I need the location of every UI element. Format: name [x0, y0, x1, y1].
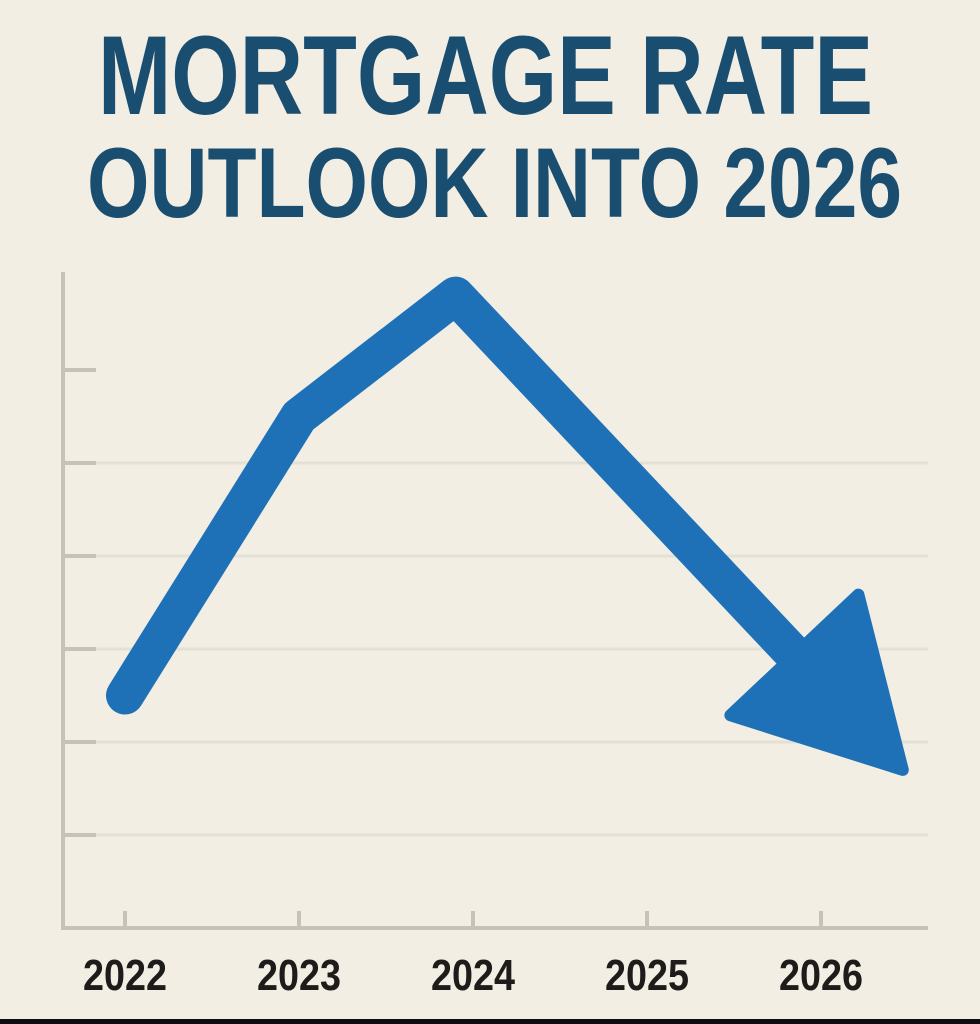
- title-line-2: OUTLOOK INTO 2026: [87, 127, 902, 238]
- arrowhead-icon: [724, 588, 909, 776]
- x-axis-labels: 2022 2023 2024 2025 2026: [83, 951, 863, 1000]
- x-axis-label-2024: 2024: [431, 951, 515, 1000]
- x-axis-label-2025: 2025: [605, 951, 689, 1000]
- x-axis-label-2022: 2022: [83, 951, 167, 1000]
- y-axis-ticks: [63, 368, 96, 837]
- axes: [61, 272, 928, 930]
- title-line-1: MORTGAGE RATE: [98, 13, 873, 138]
- chart-title: MORTGAGE RATE OUTLOOK INTO 2026: [87, 13, 902, 238]
- x-axis-label-2023: 2023: [257, 951, 341, 1000]
- x-axis-ticks: [123, 911, 823, 926]
- bottom-bar: [0, 1019, 980, 1024]
- x-axis-label-2026: 2026: [779, 951, 863, 1000]
- trend-line: [106, 276, 814, 715]
